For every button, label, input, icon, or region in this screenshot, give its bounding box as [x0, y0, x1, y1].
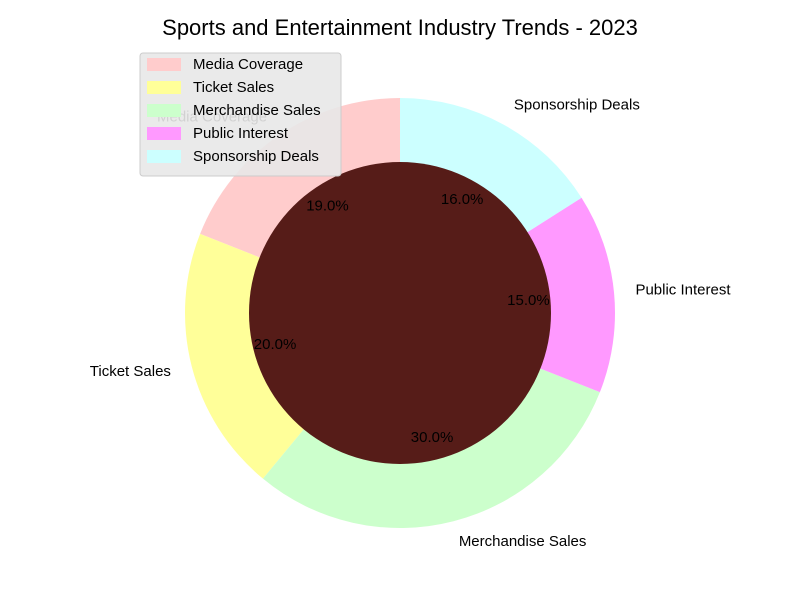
- legend-swatch-merchandise-sales: [147, 104, 181, 117]
- pct-label-sponsorship-deals: 16.0%: [441, 191, 484, 208]
- legend-swatch-sponsorship-deals: [147, 150, 181, 163]
- slice-label-merchandise-sales: Merchandise Sales: [459, 533, 587, 550]
- pct-label-ticket-sales: 20.0%: [254, 336, 297, 353]
- legend-swatch-public-interest: [147, 127, 181, 140]
- donut-center: [249, 162, 551, 464]
- legend-label-public-interest: Public Interest: [193, 125, 289, 142]
- slice-label-public-interest: Public Interest: [635, 282, 731, 299]
- pct-label-media-coverage: 19.0%: [306, 197, 349, 214]
- legend-swatch-ticket-sales: [147, 81, 181, 94]
- pct-label-merchandise-sales: 30.0%: [411, 429, 454, 446]
- legend-swatch-media-coverage: [147, 58, 181, 71]
- legend-box: [139, 52, 342, 177]
- legend-label-merchandise-sales: Merchandise Sales: [193, 102, 321, 119]
- slice-label-ticket-sales: Ticket Sales: [90, 363, 171, 380]
- chart-title: Sports and Entertainment Industry Trends…: [162, 15, 638, 40]
- slice-label-sponsorship-deals: Sponsorship Deals: [514, 97, 640, 114]
- legend-label-sponsorship-deals: Sponsorship Deals: [193, 148, 319, 165]
- legend-label-media-coverage: Media Coverage: [193, 56, 303, 73]
- legend-label-ticket-sales: Ticket Sales: [193, 79, 274, 96]
- legend: Media Coverage Ticket Sales Merchandise Sa…: [139, 52, 342, 177]
- pct-label-public-interest: 15.0%: [507, 292, 550, 309]
